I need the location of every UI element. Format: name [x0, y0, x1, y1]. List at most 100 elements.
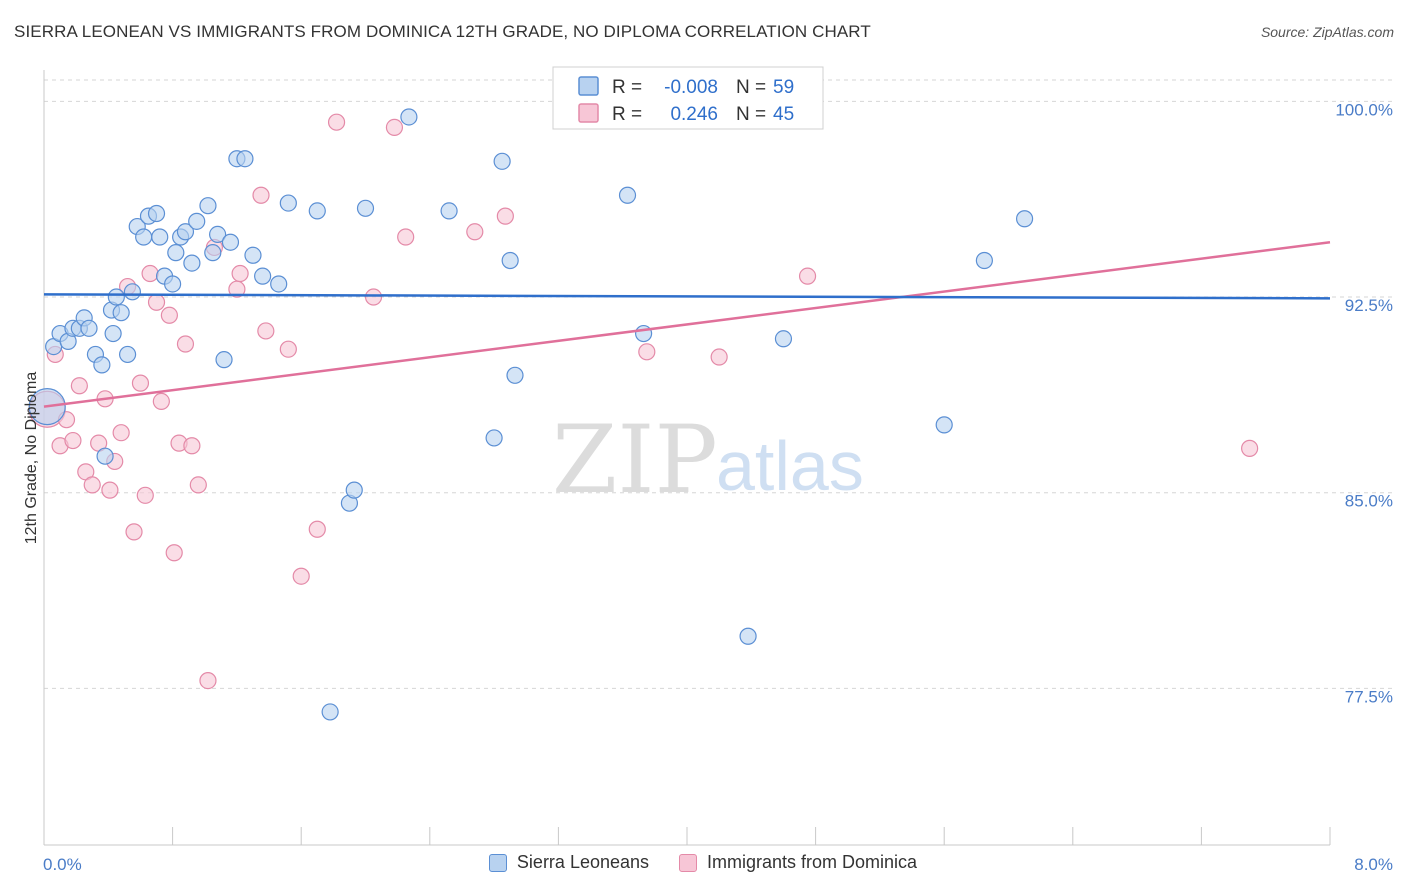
data-point	[131, 374, 150, 392]
data-point	[147, 293, 166, 311]
legend-swatch-blue	[578, 76, 599, 96]
y-axis-title: 12th Grade, No Diploma	[23, 372, 40, 545]
data-point	[70, 377, 88, 395]
legend-n-value-blue: 59	[773, 77, 794, 98]
data-point	[135, 228, 153, 246]
data-point	[176, 223, 195, 241]
data-point	[164, 275, 182, 293]
data-point	[165, 544, 183, 562]
data-point	[279, 340, 297, 358]
data-point	[152, 392, 170, 410]
grid-layer	[44, 79, 1392, 689]
data-point	[199, 197, 217, 215]
data-point	[364, 288, 383, 306]
data-point	[279, 194, 297, 212]
y-tick-label: 100.0%	[1335, 100, 1393, 119]
data-point	[183, 437, 201, 455]
legend-swatch-dominica	[679, 853, 698, 872]
legend-r-value-blue: -0.008	[664, 77, 718, 98]
data-point	[739, 627, 757, 645]
legend-swatch-sierra-leoneans	[488, 853, 507, 872]
data-point	[385, 118, 404, 137]
legend-item-sierra-leoneans[interactable]: Sierra Leoneans	[488, 852, 649, 873]
data-point	[634, 324, 653, 343]
y-tick-label: 77.5%	[1345, 687, 1393, 706]
data-point	[400, 108, 418, 126]
data-point	[501, 251, 519, 270]
data-point	[101, 481, 119, 499]
data-point	[209, 225, 227, 243]
data-point	[136, 486, 154, 504]
data-point	[356, 199, 375, 217]
data-point	[123, 283, 142, 301]
trend-line-sierra-leoneans	[43, 293, 1331, 300]
data-point	[64, 431, 82, 450]
chart-source: Source: ZipAtlas.com	[1260, 24, 1394, 40]
data-point	[244, 246, 262, 264]
data-point	[167, 244, 185, 262]
data-point	[221, 233, 240, 251]
legend-item-dominica[interactable]: Immigrants from Dominica	[679, 852, 917, 873]
data-point	[199, 672, 217, 690]
data-point	[188, 212, 206, 230]
legend-n-label-blue: N =	[736, 77, 766, 98]
data-point	[176, 335, 195, 353]
data-point	[215, 351, 233, 369]
data-point	[160, 306, 178, 324]
watermark-atlas: atlas	[716, 427, 864, 505]
data-point	[257, 322, 275, 340]
data-point	[292, 567, 310, 585]
data-point	[125, 523, 143, 541]
data-point	[774, 330, 793, 348]
data-point	[496, 207, 514, 225]
y-tick-label: 92.5%	[1345, 296, 1393, 315]
data-point	[96, 447, 114, 465]
legend-swatch-pink	[578, 103, 599, 123]
data-point	[327, 113, 346, 131]
chart-title: SIERRA LEONEAN VS IMMIGRANTS FROM DOMINI…	[14, 22, 871, 41]
data-point	[147, 204, 166, 223]
data-point	[252, 186, 270, 204]
data-point	[935, 416, 953, 434]
legend-r-label-blue: R =	[612, 77, 642, 98]
axes-layer	[43, 70, 1331, 846]
x-tick-label-max: 8.0%	[1354, 855, 1393, 874]
data-point	[321, 703, 339, 721]
data-point	[485, 429, 503, 447]
x-tick-label-min: 0.0%	[43, 855, 82, 874]
data-point	[308, 202, 326, 220]
legend-label-dominica: Immigrants from Dominica	[707, 852, 918, 872]
data-point	[80, 319, 98, 337]
trend-layer	[43, 240, 1331, 408]
data-point	[710, 348, 728, 366]
data-point	[466, 223, 484, 241]
data-point	[93, 356, 111, 374]
data-point	[151, 228, 169, 246]
data-point	[440, 202, 458, 220]
data-point	[308, 520, 326, 538]
legend-n-value-pink: 45	[773, 104, 794, 125]
data-point	[506, 366, 524, 384]
data-point	[254, 267, 272, 285]
data-point	[107, 288, 125, 306]
data-point	[618, 186, 637, 204]
data-point	[345, 481, 363, 499]
legend-r-label-pink: R =	[612, 104, 642, 125]
y-tick-label: 85.0%	[1345, 492, 1393, 511]
data-point	[183, 254, 201, 272]
data-point	[798, 267, 817, 285]
bottom-legend: Sierra Leoneans Immigrants from Dominica	[0, 852, 1406, 873]
data-point	[1015, 210, 1034, 228]
data-point	[189, 476, 207, 494]
data-point	[112, 304, 130, 322]
legend-r-value-pink: 0.246	[670, 104, 718, 125]
y-tick-labels: 77.5% 85.0% 92.5% 100.0%	[1335, 100, 1393, 706]
watermark: ZIP atlas	[552, 406, 864, 515]
data-point	[141, 264, 159, 283]
data-point	[638, 343, 656, 361]
legend-box: R = -0.008 N = 59 R = 0.246 N = 45	[552, 66, 824, 130]
data-point	[270, 275, 288, 293]
data-point	[975, 251, 993, 270]
trend-line-dominica	[43, 240, 1331, 408]
